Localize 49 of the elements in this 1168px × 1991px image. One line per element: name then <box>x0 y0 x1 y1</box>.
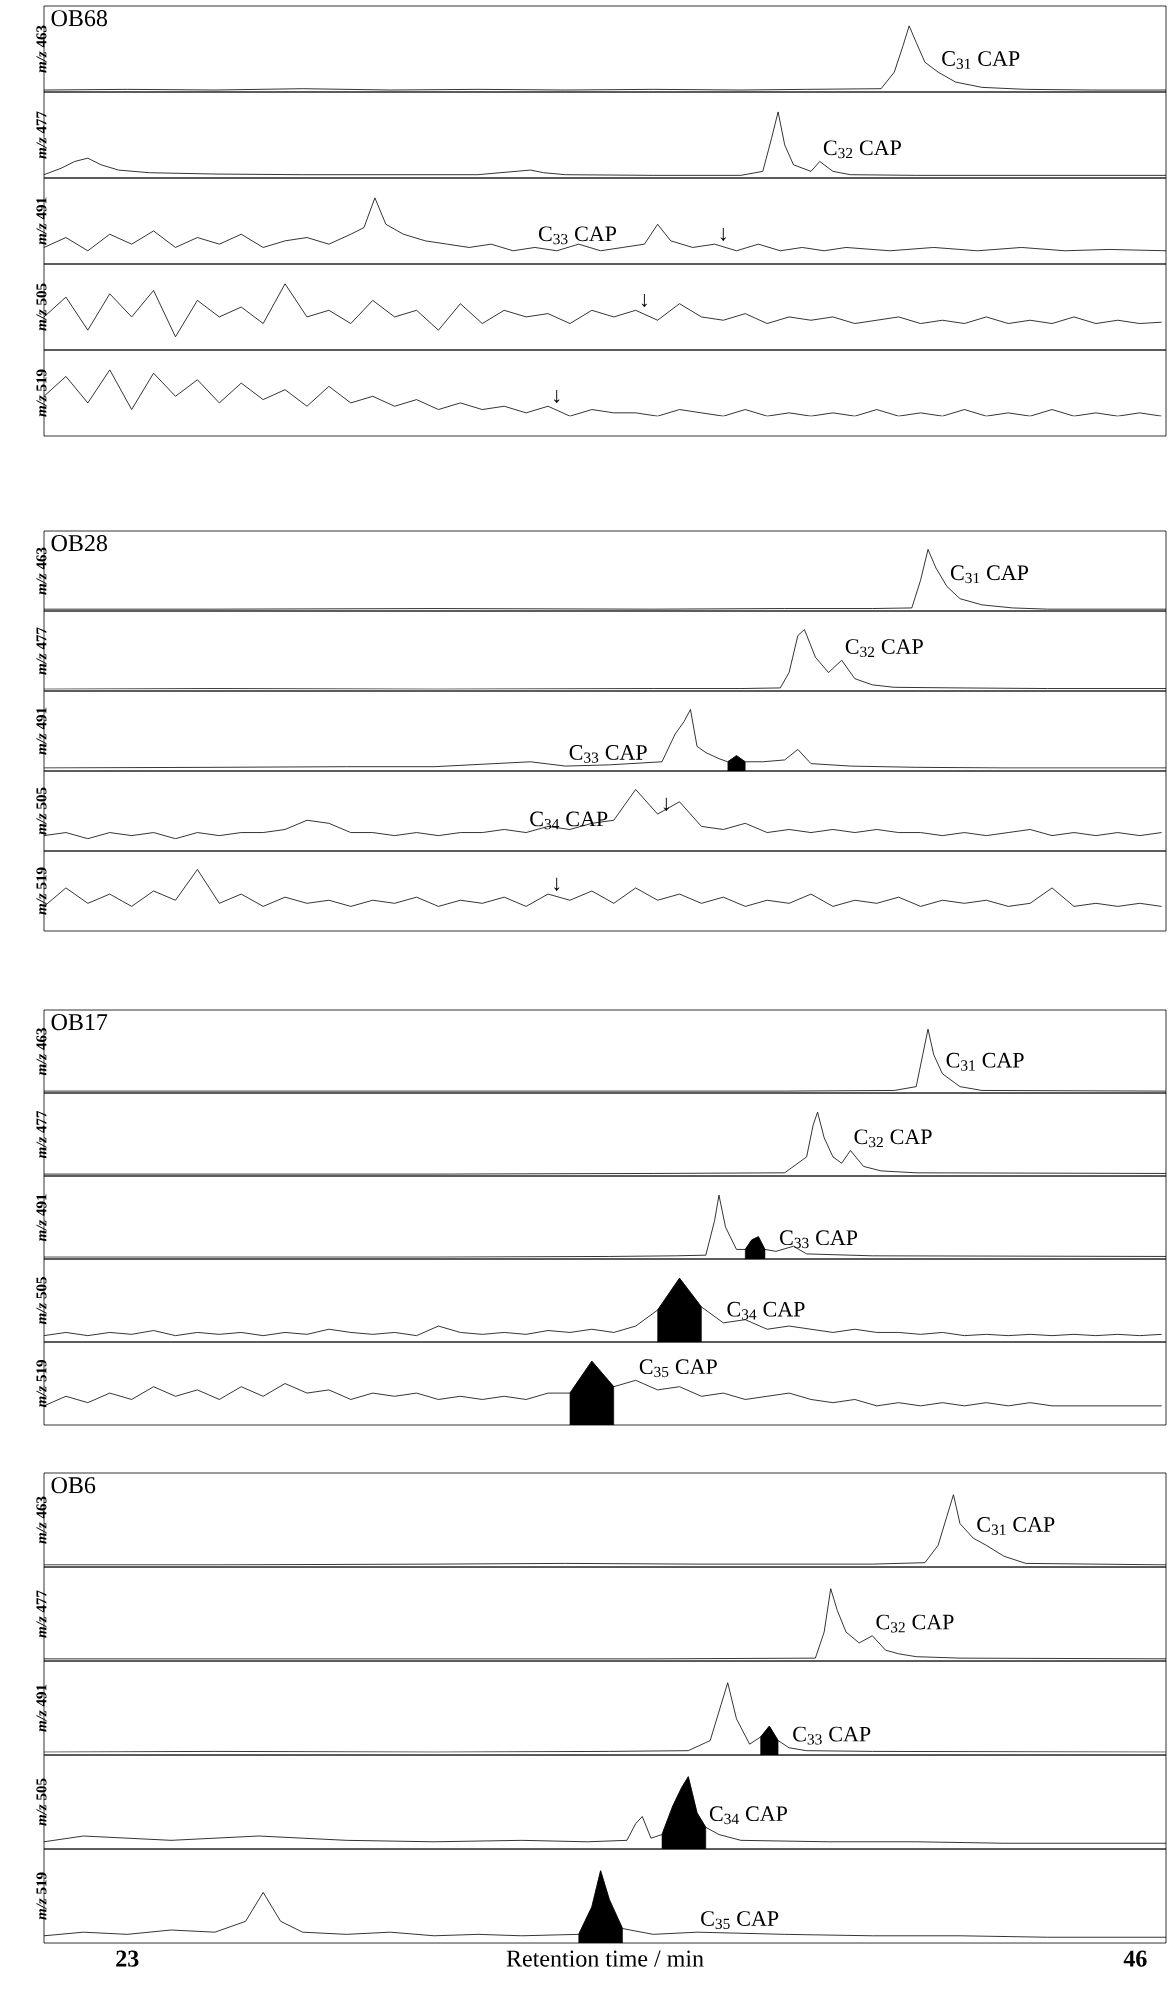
y-axis-title: m/z 491 <box>36 1684 47 1732</box>
y-axis-title: m/z 505 <box>36 1277 47 1325</box>
annotation: C$_{31}$ CAP <box>942 51 1020 69</box>
chart-title: OB17 <box>51 1014 108 1031</box>
annotation: C$_{33}$ CAP <box>538 226 617 245</box>
annotation: ↓ <box>554 390 560 404</box>
annotation: C$_{32}$ CAP <box>823 140 901 159</box>
x-tick-label: 46 <box>1123 1950 1147 1967</box>
y-axis-title: m/z 505 <box>36 1778 47 1826</box>
annotation: C$_{32}$ CAP <box>845 639 923 658</box>
y-axis-title: m/z 463 <box>36 547 47 595</box>
y-axis-title: m/z 477 <box>36 111 47 159</box>
y-axis-title: m/z 477 <box>36 1110 47 1159</box>
annotation: C$_{35}$ CAP <box>639 1359 717 1378</box>
y-axis-title: m/z 477 <box>36 627 47 675</box>
chart-title: OB28 <box>51 535 107 552</box>
annotation: ↓ <box>663 797 669 811</box>
annotation: C$_{34}$ CAP <box>727 1301 805 1320</box>
y-axis-title: m/z 477 <box>36 1590 47 1638</box>
annotation: C$_{32}$ CAP <box>854 1129 932 1148</box>
annotation: C$_{33}$ CAP <box>793 1726 871 1745</box>
annotation: C$_{32}$ CAP <box>876 1614 954 1633</box>
y-axis-title: m/z 519 <box>36 1872 47 1920</box>
y-axis-title: m/z 463 <box>36 25 47 73</box>
chart-title: OB68 <box>51 10 107 27</box>
annotation: C$_{33}$ CAP <box>569 745 647 763</box>
annotation: C$_{34}$ CAP <box>709 1806 787 1825</box>
annotation: C$_{33}$ CAP <box>780 1230 858 1249</box>
y-axis-title: m/z 491 <box>36 1194 47 1242</box>
y-axis-title: m/z 505 <box>36 283 47 331</box>
x-tick-label: 23 <box>116 1950 139 1967</box>
annotation: C$_{31}$ CAP <box>946 1052 1024 1071</box>
annotation: C$_{34}$ CAP <box>530 811 608 830</box>
annotation: C$_{35}$ CAP <box>701 1911 779 1929</box>
y-axis-title: m/z 519 <box>36 1360 47 1408</box>
y-axis-title: m/z 463 <box>36 1496 47 1544</box>
y-axis-title: m/z 463 <box>36 1028 47 1076</box>
y-axis-title: m/z 491 <box>36 197 47 245</box>
y-axis-title: m/z 519 <box>36 369 47 417</box>
y-axis-title: m/z 505 <box>36 787 47 835</box>
y-axis-title: m/z 519 <box>36 867 47 915</box>
annotation: ↓ <box>554 877 560 891</box>
annotation: ↓ <box>641 294 647 308</box>
y-axis-title: m/z 491 <box>36 707 47 755</box>
annotation: C$_{31}$ CAP <box>950 565 1029 584</box>
x-axis-title: Retention time / min <box>506 1950 704 1967</box>
annotation: ↓ <box>720 227 726 241</box>
annotation: C$_{31}$ CAP <box>977 1517 1055 1535</box>
chart-title: OB6 <box>51 1477 96 1494</box>
